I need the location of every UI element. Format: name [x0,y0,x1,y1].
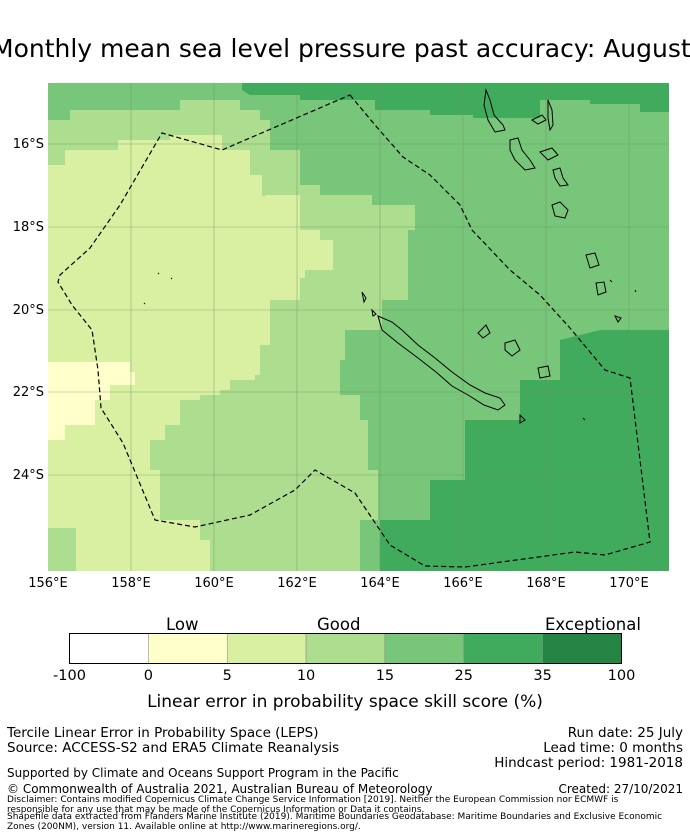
y-tick-16S: 16°S [12,137,44,152]
colorbar [69,633,622,664]
small-islets [143,272,637,421]
colorbar-cell [148,633,228,664]
hindcast-period: Hindcast period: 1981-2018 [494,755,683,771]
skill-region-very-good [242,83,669,118]
legend-category-good: Good [317,615,361,634]
x-tick-168E: 168°E [526,576,566,591]
x-tick-156E: 156°E [28,576,68,591]
colorbar-tick-label: 35 [533,668,552,684]
x-tick-160E: 160°E [194,576,234,591]
graticule [48,83,669,571]
support-text: Supported by Climate and Oceans Support … [7,766,399,780]
source-text: Source: ACCESS-S2 and ERA5 Climate Reana… [7,740,340,756]
x-tick-170E: 170°E [609,576,649,591]
method-text: Tercile Linear Error in Probability Spac… [7,725,319,741]
x-tick-166E: 166°E [443,576,483,591]
skill-region-low-good-core [130,196,333,400]
disclaimer-line-1: Disclaimer: Contains modified Copernicus… [7,795,619,805]
created-date: Created: 27/10/2021 [558,782,683,796]
colorbar-frame [69,633,622,664]
eez-boundary [57,94,651,568]
run-date: Run date: 25 July [567,725,683,741]
y-tick-24S: 24°S [12,468,44,483]
disclaimer-line-2: responsible for any use that may be made… [7,805,425,815]
x-tick-158E: 158°E [111,576,151,591]
skill-score-map [48,83,669,571]
vanuatu-islands [483,88,613,296]
colorbar-cell [542,633,622,664]
colorbar-cell [226,633,307,664]
legend-category-exceptional: Exceptional [545,615,641,634]
colorbar-tick-label: 25 [454,668,473,684]
colorbar-tick-label: 10 [296,668,316,684]
colorbar-cell [69,633,149,664]
disclaimer-line-3: Shapefile data extracted from Flanders M… [7,812,663,822]
colorbar-tick-label: -100 [53,668,86,684]
x-tick-162E: 162°E [277,576,317,591]
skill-region-good-sw [48,528,76,571]
y-tick-22S: 22°S [12,385,44,400]
loyalty-islands [477,324,551,424]
skill-region-low [48,362,135,440]
colorbar-title: Linear error in probability space skill … [147,692,543,712]
y-tick-18S: 18°S [12,220,44,235]
colorbar-tick-label: 5 [222,668,232,684]
colorbar-tick-label: 0 [143,668,153,684]
colorbar-tick-label: 100 [607,668,636,684]
disclaimer-line-4: Zones (200NM), version 11. Available onl… [7,822,361,832]
legend-category-low: Low [166,615,199,634]
skill-region-very-good-east [380,330,669,571]
lead-time: Lead time: 0 months [543,740,683,756]
y-tick-20S: 20°S [12,303,44,318]
x-tick-164E: 164°E [360,576,400,591]
colorbar-cell [463,633,543,664]
copyright-text: © Commonwealth of Australia 2021, Austra… [7,782,433,796]
map-title: Monthly mean sea level pressure past acc… [0,34,690,63]
colorbar-cell [384,633,465,664]
new-caledonia-island [377,315,506,411]
colorbar-tick-label: 15 [375,668,395,684]
colorbar-cell [305,633,386,664]
